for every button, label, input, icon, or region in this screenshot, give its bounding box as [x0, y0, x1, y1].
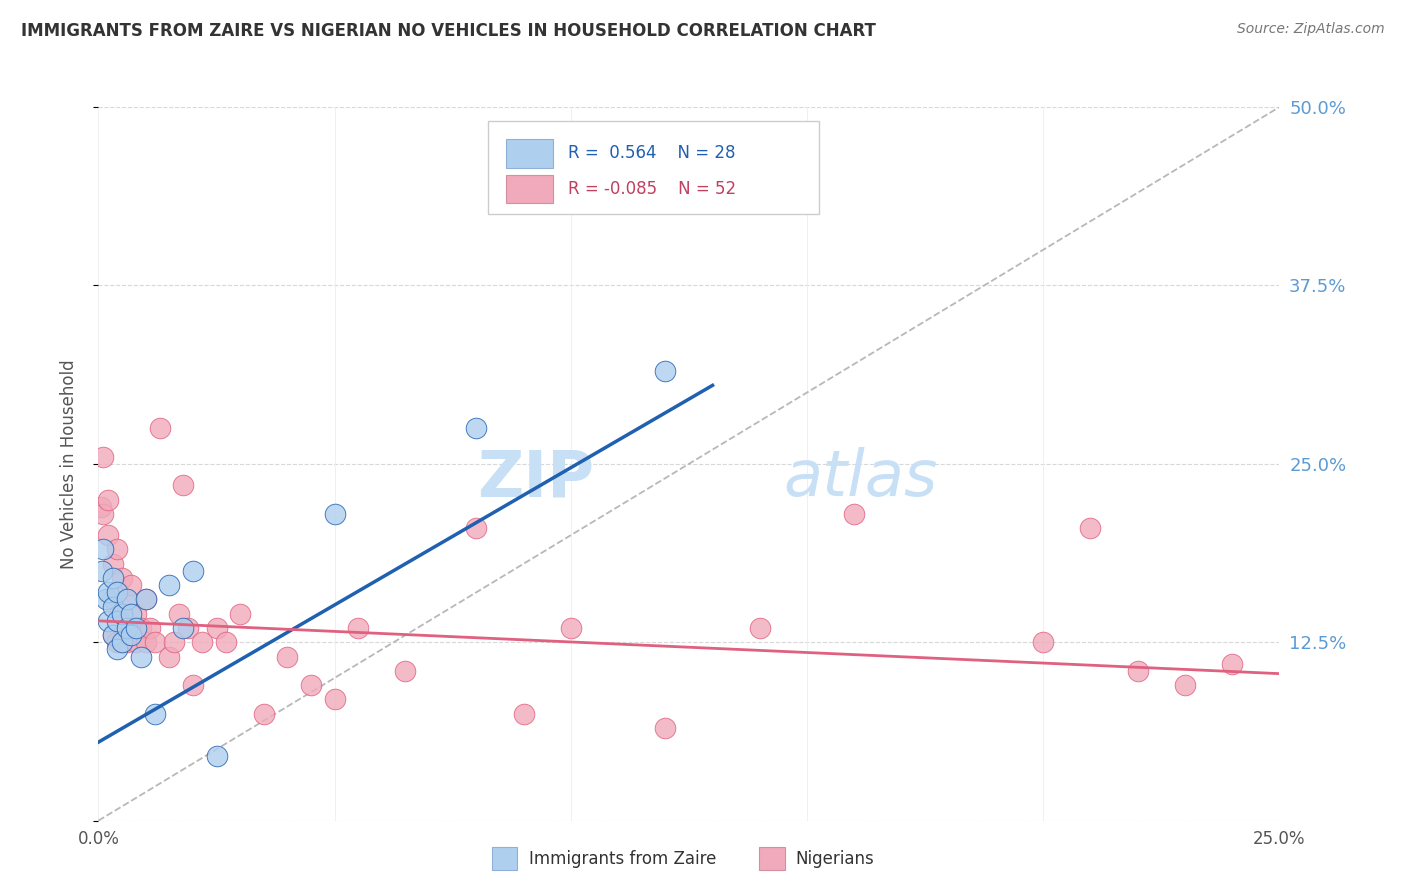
Point: [91, 542, 114, 557]
Point: [512, 706, 534, 721]
Point: [844, 507, 866, 521]
Point: [191, 635, 214, 649]
Point: [177, 621, 200, 635]
Point: [215, 635, 238, 649]
Point: [105, 642, 128, 657]
Point: [91, 564, 114, 578]
Point: [101, 592, 124, 607]
Point: [253, 706, 276, 721]
Point: [205, 621, 228, 635]
Point: [91, 450, 114, 464]
Point: [111, 607, 134, 621]
Text: ZIP: ZIP: [478, 447, 595, 509]
Point: [229, 607, 252, 621]
Text: Immigrants from Zaire: Immigrants from Zaire: [529, 849, 716, 868]
Point: [135, 592, 157, 607]
Point: [143, 635, 166, 649]
Point: [101, 599, 124, 614]
Point: [347, 621, 370, 635]
Point: [101, 628, 124, 642]
Bar: [506, 139, 553, 168]
Point: [181, 678, 204, 692]
Point: [121, 607, 143, 621]
Point: [129, 649, 152, 664]
Point: [97, 528, 120, 542]
Point: [97, 614, 120, 628]
Point: [163, 635, 186, 649]
Point: [105, 614, 128, 628]
Text: atlas: atlas: [783, 447, 938, 509]
Point: [276, 649, 298, 664]
Point: [105, 585, 128, 599]
Point: [748, 621, 770, 635]
Y-axis label: No Vehicles in Household: No Vehicles in Household: [59, 359, 77, 569]
Point: [111, 635, 134, 649]
Point: [135, 592, 157, 607]
Point: [654, 364, 676, 378]
Point: [101, 628, 124, 642]
Point: [1174, 678, 1197, 692]
Point: [323, 507, 346, 521]
Point: [143, 706, 166, 721]
Point: [654, 721, 676, 735]
Point: [115, 592, 138, 607]
Point: [129, 621, 152, 635]
Point: [299, 678, 322, 692]
Point: [94, 592, 117, 607]
Text: Nigerians: Nigerians: [796, 849, 875, 868]
Point: [465, 521, 488, 535]
Point: [121, 621, 143, 635]
Text: IMMIGRANTS FROM ZAIRE VS NIGERIAN NO VEHICLES IN HOUSEHOLD CORRELATION CHART: IMMIGRANTS FROM ZAIRE VS NIGERIAN NO VEH…: [21, 22, 876, 40]
Point: [125, 635, 148, 649]
Point: [139, 621, 162, 635]
Point: [1080, 521, 1102, 535]
Point: [111, 607, 134, 621]
Point: [111, 571, 134, 585]
Point: [125, 621, 148, 635]
Point: [105, 542, 128, 557]
Point: [121, 578, 143, 592]
Point: [1032, 635, 1054, 649]
Point: [181, 564, 204, 578]
Point: [1220, 657, 1243, 671]
Point: [115, 635, 138, 649]
Point: [101, 571, 124, 585]
Point: [97, 492, 120, 507]
Point: [121, 628, 143, 642]
Point: [465, 421, 488, 435]
Point: [167, 607, 190, 621]
Point: [97, 585, 120, 599]
Point: [125, 607, 148, 621]
Point: [323, 692, 346, 706]
Point: [1126, 664, 1149, 678]
Point: [157, 578, 180, 592]
Text: R = -0.085    N = 52: R = -0.085 N = 52: [568, 180, 737, 198]
Point: [172, 621, 194, 635]
FancyBboxPatch shape: [488, 121, 818, 214]
Point: [205, 749, 228, 764]
Text: R =  0.564    N = 28: R = 0.564 N = 28: [568, 145, 735, 162]
Point: [111, 635, 134, 649]
Point: [157, 649, 180, 664]
Point: [115, 621, 138, 635]
Point: [560, 621, 582, 635]
Point: [149, 421, 172, 435]
Point: [172, 478, 194, 492]
Bar: [506, 175, 553, 203]
Point: [115, 592, 138, 607]
Point: [394, 664, 416, 678]
Point: [101, 557, 124, 571]
Point: [91, 507, 114, 521]
Text: Source: ZipAtlas.com: Source: ZipAtlas.com: [1237, 22, 1385, 37]
Point: [90, 500, 112, 514]
Point: [105, 635, 128, 649]
Point: [135, 635, 157, 649]
